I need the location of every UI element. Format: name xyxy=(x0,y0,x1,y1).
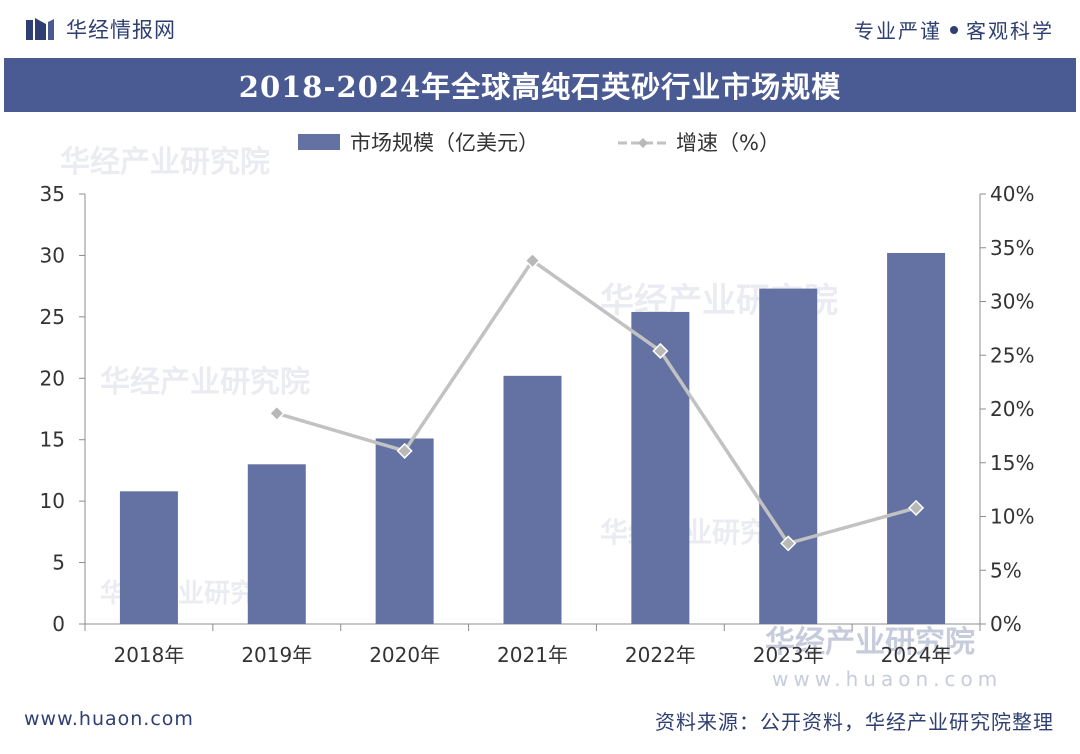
y-right-tick-label: 5% xyxy=(990,558,1022,582)
y-left-tick-label: 30 xyxy=(40,243,65,267)
bar-2021年 xyxy=(503,375,562,624)
growth-point xyxy=(908,499,925,516)
title-bar: 2018-2024年全球高纯石英砂行业市场规模 xyxy=(4,58,1076,112)
bar-2020年 xyxy=(375,438,434,624)
x-tick-label: 2020年 xyxy=(369,643,440,667)
x-tick-label: 2022年 xyxy=(625,643,696,667)
legend: 市场规模（亿美元） 增速（%） xyxy=(298,131,780,155)
brand-name: 华经情报网 xyxy=(66,18,176,42)
y-left-tick-label: 5 xyxy=(52,551,65,575)
bar-2019年 xyxy=(247,464,306,624)
chart-title: 2018-2024年全球高纯石英砂行业市场规模 xyxy=(238,70,842,104)
y-left-tick-label: 35 xyxy=(40,182,65,206)
y-left-tick-label: 0 xyxy=(52,612,65,636)
y-right-tick-label: 0% xyxy=(990,612,1022,636)
x-tick-label: 2024年 xyxy=(881,643,952,667)
watermark-url: www.huaon.com xyxy=(772,667,1002,691)
watermark-text: 华经产业研究院 xyxy=(765,625,975,660)
growth-point xyxy=(268,405,285,422)
top-bar: 华经情报网 专业严谨 客观科学 xyxy=(0,0,1080,56)
x-tick-label: 2021年 xyxy=(497,643,568,667)
legend-line-label: 增速（%） xyxy=(676,131,780,155)
axes: 0 5 10 15 20 25 30 35 0% 5% 10% 15% 20% 25% 30% 35% 40% 2… xyxy=(40,182,1035,667)
y-right-tick-label: 20% xyxy=(990,397,1034,421)
growth-line xyxy=(268,252,925,552)
slogan-right: 客观科学 xyxy=(966,19,1054,43)
y-left-tick-label: 15 xyxy=(40,428,65,452)
y-left-tick-label: 20 xyxy=(40,366,65,390)
bar-2022年 xyxy=(631,311,690,624)
watermark-text: 华经产业研究院 xyxy=(60,145,270,180)
growth-point xyxy=(396,442,413,459)
growth-point xyxy=(652,342,669,360)
brand: 华经情报网 xyxy=(26,14,176,44)
bars xyxy=(119,252,946,624)
y-right-tick-label: 25% xyxy=(990,343,1034,367)
y-right-tick-label: 40% xyxy=(990,182,1034,206)
slogan: 专业严谨 客观科学 xyxy=(854,15,1054,44)
watermark-text: 华经产业研究院 xyxy=(100,365,310,400)
growth-line-path xyxy=(276,258,917,546)
x-tick-label: 2023年 xyxy=(753,643,824,667)
y-right-tick-label: 15% xyxy=(990,451,1034,475)
growth-point xyxy=(524,252,541,269)
bar-2023年 xyxy=(759,288,818,624)
x-tick-label: 2018年 xyxy=(113,643,184,667)
x-tick-label: 2019年 xyxy=(241,643,312,667)
legend-bar-swatch xyxy=(298,134,340,150)
legend-bar-label: 市场规模（亿美元） xyxy=(350,131,539,155)
y-left-tick-label: 10 xyxy=(40,489,65,513)
footer-website: www.huaon.com xyxy=(24,708,194,730)
y-right-tick-label: 10% xyxy=(990,505,1034,529)
footer-source: 资料来源：公开资料，华经产业研究院整理 xyxy=(655,710,1054,734)
legend-diamond-icon xyxy=(638,138,648,148)
growth-point xyxy=(780,535,797,552)
y-right-tick-label: 35% xyxy=(990,236,1034,260)
chart: 华经产业研究院华经产业研究院华经产业研究院华经产业研究院华经产业研究院华经产业研… xyxy=(40,131,1035,691)
slogan-dot-icon xyxy=(950,25,958,34)
y-left-tick-label: 25 xyxy=(40,305,65,329)
huajing-logo-icon xyxy=(26,18,54,40)
slogan-left: 专业严谨 xyxy=(854,19,942,43)
bar-2024年 xyxy=(887,252,946,624)
bar-2018年 xyxy=(119,491,178,624)
y-right-tick-label: 30% xyxy=(990,290,1034,314)
